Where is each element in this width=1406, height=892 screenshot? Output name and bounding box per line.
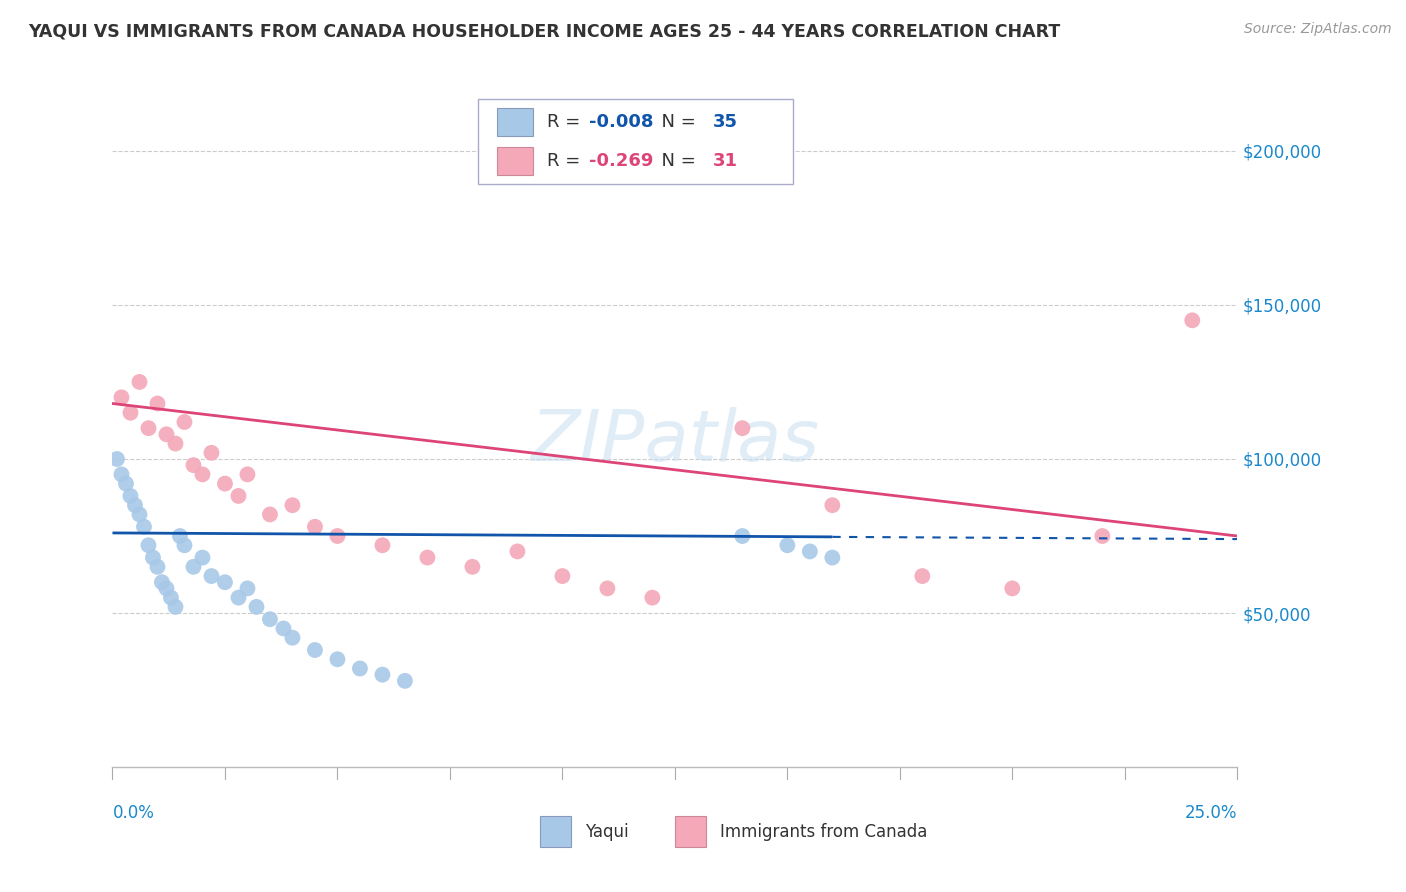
Point bbox=[259, 612, 281, 626]
Point bbox=[273, 622, 295, 636]
Text: R =: R = bbox=[547, 113, 586, 131]
Point bbox=[138, 538, 160, 552]
Point bbox=[281, 631, 304, 645]
Point bbox=[416, 550, 439, 565]
Text: 25.0%: 25.0% bbox=[1185, 805, 1237, 822]
Point bbox=[506, 544, 529, 558]
Text: Yaqui: Yaqui bbox=[585, 822, 628, 840]
Point bbox=[191, 550, 214, 565]
Point bbox=[1181, 313, 1204, 327]
Point bbox=[821, 550, 844, 565]
Point bbox=[169, 529, 191, 543]
Point bbox=[128, 508, 150, 522]
Point bbox=[165, 436, 187, 450]
Point bbox=[120, 489, 142, 503]
FancyBboxPatch shape bbox=[498, 108, 533, 136]
Point bbox=[155, 582, 177, 596]
Text: ZIPatlas: ZIPatlas bbox=[530, 408, 820, 476]
Point bbox=[105, 452, 128, 467]
FancyBboxPatch shape bbox=[675, 816, 706, 847]
Point bbox=[461, 559, 484, 574]
Point bbox=[304, 643, 326, 657]
Point bbox=[326, 529, 349, 543]
Text: N =: N = bbox=[650, 153, 702, 170]
Point bbox=[115, 476, 138, 491]
Point bbox=[349, 661, 371, 675]
Point bbox=[228, 591, 250, 605]
Text: -0.269: -0.269 bbox=[589, 153, 654, 170]
Point bbox=[245, 599, 267, 614]
Text: R =: R = bbox=[547, 153, 586, 170]
Point bbox=[731, 421, 754, 435]
Point bbox=[173, 415, 195, 429]
Point bbox=[641, 591, 664, 605]
Point bbox=[160, 591, 183, 605]
Point bbox=[731, 529, 754, 543]
Point bbox=[142, 550, 165, 565]
Point bbox=[596, 582, 619, 596]
Point bbox=[173, 538, 195, 552]
Text: 0.0%: 0.0% bbox=[112, 805, 155, 822]
Point bbox=[1001, 582, 1024, 596]
Text: Source: ZipAtlas.com: Source: ZipAtlas.com bbox=[1244, 22, 1392, 37]
Point bbox=[776, 538, 799, 552]
Text: N =: N = bbox=[650, 113, 702, 131]
FancyBboxPatch shape bbox=[540, 816, 571, 847]
Point bbox=[128, 375, 150, 389]
Point bbox=[371, 538, 394, 552]
Point bbox=[191, 467, 214, 482]
Point bbox=[138, 421, 160, 435]
Point bbox=[183, 559, 205, 574]
Point bbox=[394, 673, 416, 688]
FancyBboxPatch shape bbox=[478, 99, 793, 184]
Point bbox=[165, 599, 187, 614]
Point bbox=[1091, 529, 1114, 543]
Point bbox=[236, 582, 259, 596]
Point bbox=[150, 575, 173, 590]
Point bbox=[200, 569, 222, 583]
Point bbox=[214, 476, 236, 491]
Point bbox=[304, 520, 326, 534]
Point bbox=[821, 498, 844, 512]
Point bbox=[281, 498, 304, 512]
Point bbox=[110, 390, 132, 404]
Point bbox=[200, 446, 222, 460]
Text: YAQUI VS IMMIGRANTS FROM CANADA HOUSEHOLDER INCOME AGES 25 - 44 YEARS CORRELATIO: YAQUI VS IMMIGRANTS FROM CANADA HOUSEHOL… bbox=[28, 22, 1060, 40]
Point bbox=[236, 467, 259, 482]
Point bbox=[214, 575, 236, 590]
Point bbox=[259, 508, 281, 522]
Text: -0.008: -0.008 bbox=[589, 113, 654, 131]
Text: 35: 35 bbox=[713, 113, 738, 131]
Point bbox=[110, 467, 132, 482]
Text: 31: 31 bbox=[713, 153, 738, 170]
Point bbox=[326, 652, 349, 666]
Text: Immigrants from Canada: Immigrants from Canada bbox=[720, 822, 927, 840]
Point bbox=[551, 569, 574, 583]
Point bbox=[228, 489, 250, 503]
Point bbox=[132, 520, 155, 534]
Point bbox=[146, 396, 169, 410]
Point bbox=[799, 544, 821, 558]
Point bbox=[155, 427, 177, 442]
Point bbox=[183, 458, 205, 472]
Point bbox=[120, 406, 142, 420]
Point bbox=[124, 498, 146, 512]
FancyBboxPatch shape bbox=[498, 147, 533, 176]
Point bbox=[146, 559, 169, 574]
Point bbox=[911, 569, 934, 583]
Point bbox=[371, 667, 394, 681]
